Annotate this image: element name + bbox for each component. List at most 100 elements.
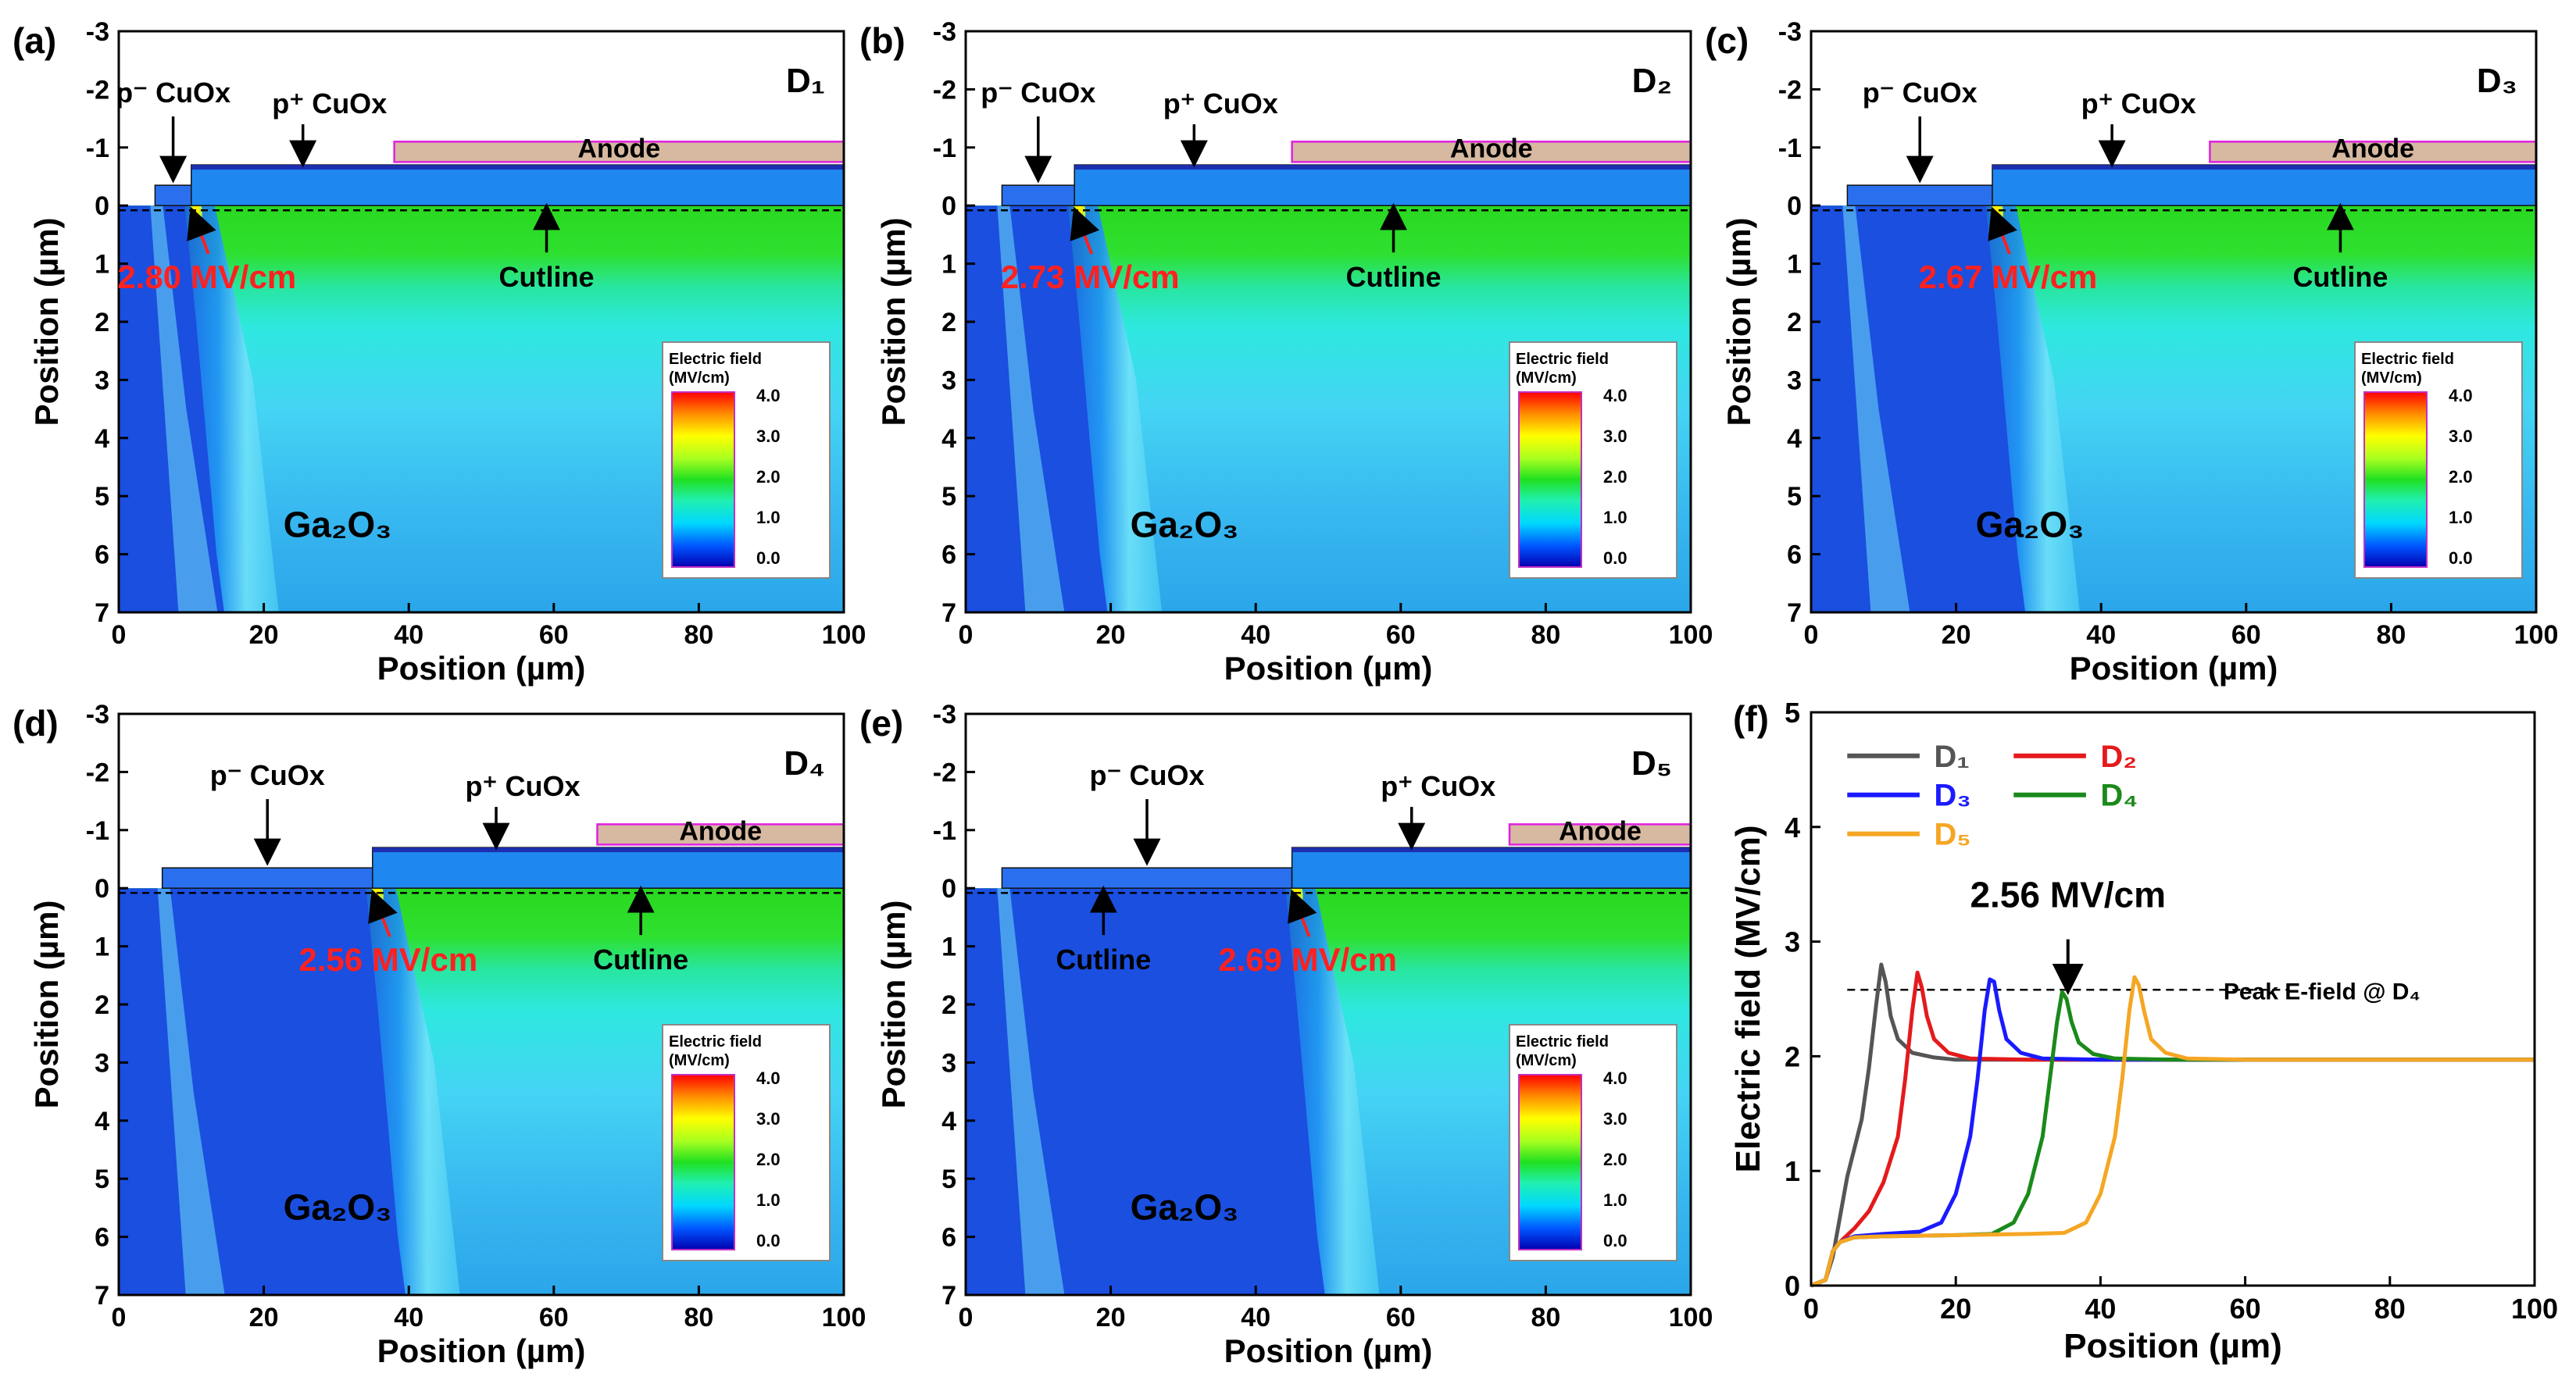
x-tick-label: 80 [1531,620,1560,650]
colorbar [671,391,735,568]
depleted-region [966,888,1325,1295]
y-tick-label: -1 [933,816,956,846]
material-label: Ga₂O₃ [1976,504,2085,544]
p-minus-cuox-layer [161,867,373,889]
map-panel-4: Anode 0 20 40 60 80 100 -3 -2 -1 0 1 2 3 4 5 6 7 Position … [13,700,866,1369]
p-minus-cuox-layer [154,184,192,206]
y-tick-label: 2 [1785,1040,1800,1072]
device-label: D₁ [786,62,825,100]
p-minus-label: p⁻ CuOx [1863,77,1978,109]
colorbar-tick-label: 1.0 [756,508,781,527]
x-tick-label: 0 [112,620,127,650]
anode-label: Anode [577,134,660,163]
device-label: D₃ [2477,62,2517,100]
material-label: Ga₂O₃ [1131,1186,1239,1227]
panel-id: (f) [1733,698,1769,739]
y-tick-label: -1 [86,816,109,846]
y-tick-label: 6 [1787,540,1802,570]
x-tick-label: 40 [1241,620,1270,650]
y-tick-label: 3 [95,366,109,395]
peak-label: 2.67 MV/cm [1919,259,2098,295]
x-tick-label: 0 [112,1303,127,1332]
p-plus-cuox-layer [191,164,845,206]
y-tick-label: 0 [1785,1270,1800,1302]
x-tick-label: 20 [1940,1293,1971,1325]
y-tick-label: 3 [95,1048,109,1078]
y-tick-label: 7 [95,598,109,628]
peak-label: 2.73 MV/cm [1001,259,1180,295]
y-tick-label: -3 [933,17,956,47]
legend-unit: (MV/cm) [2361,369,2422,387]
y-tick-label: -2 [933,758,956,787]
peak-arrow [187,206,216,255]
colorbar-tick-label: 4.0 [2449,386,2473,405]
x-tick-label: 80 [684,1303,713,1332]
x-tick-label: 20 [249,1303,279,1332]
peak-arrow [1988,206,2017,255]
x-tick-label: 60 [539,1303,569,1332]
transition-wall [1986,205,2080,612]
colorbar-tick-label: 0.0 [756,1231,781,1250]
peak-label: 2.56 MV/cm [298,941,477,978]
map-panel-3: Anode 0 20 40 60 80 100 -3 -2 -1 0 1 2 3 4 5 6 7 Position … [1705,17,2558,687]
y-tick-label: 4 [1787,424,1802,454]
colorbar-tick-label: 0.0 [1603,548,1627,568]
colorbar-tick-label: 3.0 [1603,1109,1627,1129]
y-tick-label: -2 [1778,75,1802,105]
p-plus-top-edge [1074,165,1691,170]
material-label: Ga₂O₃ [284,1186,392,1227]
colorbar-tick-label: 1.0 [1603,508,1627,527]
colorbar-tick-label: 1.0 [756,1190,781,1210]
y-tick-label: -2 [86,75,109,105]
p-plus-cuox-layer [372,847,845,889]
p-minus-cuox-layer [1001,184,1075,206]
x-tick-label: 40 [2085,1293,2116,1325]
y-tick-label: 3 [941,1048,956,1078]
legend-title: Electric field [669,351,762,368]
colorbar-tick-label: 4.0 [756,1068,781,1088]
device-label: D₅ [1631,744,1672,783]
p-minus-label: p⁻ CuOx [116,77,230,109]
peak-label: 2.80 MV/cm [117,259,296,295]
x-tick-label: 0 [1803,1293,1819,1325]
p-minus-label: p⁻ CuOx [210,759,325,791]
x-tick-label: 80 [684,620,713,650]
x-tick-label: 0 [959,620,974,650]
map-panel-1: Anode 0 20 40 60 80 100 -3 -2 -1 0 1 2 3 4 5 6 7 Position … [13,17,866,687]
colorbar-tick-label: 3.0 [756,426,781,446]
y-tick-label: 7 [95,1281,109,1311]
panel-id: (e) [859,703,903,744]
p-minus-label: p⁻ CuOx [981,77,1095,109]
legend-unit: (MV/cm) [1516,369,1577,387]
trench-sliver [997,888,1065,1295]
x-tick-label: 20 [1942,620,1971,650]
colorbar [1518,391,1582,568]
x-axis-label: Position (µm) [2070,650,2278,687]
legend-title: Electric field [1516,351,1609,368]
p-plus-top-edge [191,165,845,170]
peak-label: 2.69 MV/cm [1218,941,1397,978]
x-tick-label: 40 [2086,620,2116,650]
p-plus-label: p⁺ CuOx [1381,770,1495,802]
y-tick-label: 2 [95,990,109,1020]
x-axis-label: Position (µm) [377,1332,586,1369]
anode-contact [596,823,845,846]
p-plus-top-edge [1992,165,2536,170]
p-plus-label: p⁺ CuOx [272,87,387,119]
p-plus-cuox-layer [1291,847,1692,889]
y-tick-label: 5 [941,482,956,512]
transition-wall [366,888,460,1295]
y-tick-label: 3 [1785,926,1800,958]
transition-wall [1068,205,1163,612]
y-tick-label: -3 [86,700,109,729]
y-tick-label: 1 [1787,250,1802,280]
x-axis-label: Position (µm) [2063,1327,2282,1365]
legend-unit: (MV/cm) [669,369,730,387]
y-tick-label: 0 [941,874,956,904]
y-tick-label: 5 [1787,482,1802,512]
x-tick-label: 60 [2230,1293,2261,1325]
y-tick-label: 3 [1787,366,1802,395]
cutline-label: Cutline [593,943,688,976]
x-tick-label: 60 [1386,620,1416,650]
